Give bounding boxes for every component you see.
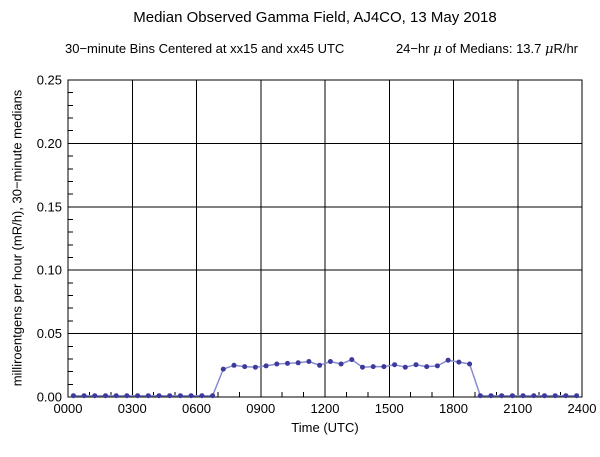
data-point (370, 364, 376, 370)
data-point (520, 393, 526, 399)
x-axis-label: Time (UTC) (291, 420, 359, 435)
data-point (327, 359, 333, 364)
grid-lines (68, 80, 582, 397)
data-point (531, 393, 537, 399)
data-point (381, 364, 387, 370)
x-tick-label: 2400 (568, 401, 597, 416)
data-point (392, 362, 398, 368)
data-point (317, 362, 323, 368)
data-point (199, 393, 205, 399)
data-point (285, 360, 290, 366)
y-axis-label: milliroentgens per hour (mR/h), 30−minut… (9, 89, 25, 387)
data-point (145, 393, 151, 399)
subtitle-mean: 24−hr μ of Medians: 13.7 μR/hr (395, 41, 578, 57)
data-point (488, 393, 494, 399)
data-point (509, 393, 515, 399)
y-tick-labels: 0.00 0.05 0.10 0.15 0.20 0.25 (37, 73, 62, 405)
data-point (563, 393, 569, 399)
data-point (81, 393, 87, 399)
x-tick-label: 0600 (182, 401, 211, 416)
data-point (574, 393, 580, 399)
mu-symbol: μ (544, 42, 554, 57)
data-point (477, 393, 483, 399)
data-point (402, 364, 408, 370)
data-point (188, 393, 194, 399)
data-point (445, 357, 451, 363)
y-tick-label: 0.05 (37, 326, 62, 341)
data-point (338, 361, 344, 367)
data-point (210, 393, 216, 399)
data-point (499, 393, 505, 399)
x-tick-label: 2100 (503, 401, 532, 416)
data-point (113, 393, 119, 399)
data-point (542, 393, 547, 399)
data-point (424, 364, 430, 370)
subtitle-bins: 30−minute Bins Centered at xx15 and xx45… (65, 41, 345, 56)
data-point (263, 363, 269, 369)
data-point (177, 393, 183, 399)
data-point (413, 362, 419, 368)
axis-minor-ticks (68, 92, 562, 397)
data-point (156, 393, 162, 399)
data-point (103, 393, 108, 399)
plot-frame (67, 79, 583, 398)
data-points (70, 357, 580, 399)
data-point (467, 361, 473, 367)
x-tick-label: 1200 (311, 401, 340, 416)
data-point (552, 393, 558, 399)
data-point (306, 359, 312, 364)
data-point (349, 357, 355, 363)
x-tick-label: 1800 (439, 401, 468, 416)
data-point (274, 361, 280, 367)
y-tick-label: 0.25 (37, 73, 62, 88)
y-tick-label: 0.00 (37, 390, 62, 405)
data-point (295, 360, 301, 366)
data-point (135, 393, 141, 399)
data-point (434, 363, 440, 369)
data-point (231, 362, 237, 368)
data-point (456, 359, 462, 365)
x-tick-labels: 0000 0300 0600 0900 1200 1500 1800 2100 2400 (54, 401, 597, 416)
data-point (252, 364, 258, 370)
data-point (124, 393, 130, 399)
data-point (92, 393, 98, 399)
x-tick-label: 1500 (375, 401, 404, 416)
mu-symbol: μ (433, 42, 442, 57)
data-point (242, 364, 248, 370)
x-tick-label: 0300 (118, 401, 147, 416)
y-tick-label: 0.10 (37, 263, 62, 278)
y-tick-label: 0.15 (37, 199, 62, 214)
data-point (360, 364, 365, 370)
y-tick-label: 0.20 (37, 136, 62, 151)
chart-title: Median Observed Gamma Field, AJ4CO, 13 M… (133, 9, 497, 26)
x-tick-label: 0900 (246, 401, 275, 416)
data-point (220, 366, 226, 372)
data-point (70, 393, 76, 399)
data-point (167, 393, 173, 399)
x-tick-label: 0000 (54, 401, 83, 416)
chart-subtitle: 30−minute Bins Centered at xx15 and xx45… (65, 41, 578, 57)
